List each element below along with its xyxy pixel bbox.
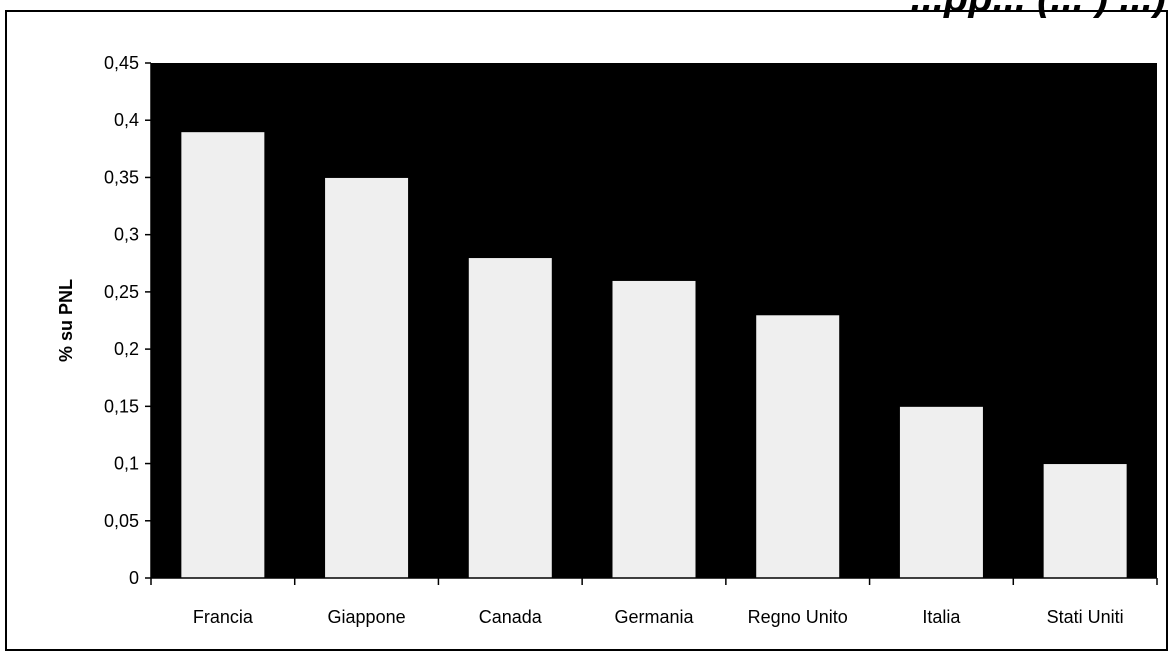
x-axis: Francia Giappone Canada Germania Regno Unito… (150, 577, 1158, 627)
y-tick-label: 0,45 (104, 53, 139, 73)
y-tick-label: 0,3 (114, 225, 139, 245)
bar-stati-uniti (1042, 463, 1128, 579)
bar-germania (611, 279, 697, 579)
bars-group (180, 131, 1128, 579)
chart-title: ...pp... (... ) ...) (0, 0, 1174, 18)
x-tick-label: Italia (922, 607, 961, 627)
x-tick-label: Regno Unito (748, 607, 848, 627)
y-tick-label: 0,35 (104, 167, 139, 187)
y-tick-label: 0,05 (104, 511, 139, 531)
bar-francia (180, 131, 266, 579)
y-axis-title: % su PNL (56, 279, 76, 362)
chart-frame (5, 10, 1168, 651)
y-tick-label: 0,15 (104, 396, 139, 416)
x-tick-label: Stati Uniti (1047, 607, 1124, 627)
bar-giappone (324, 176, 410, 579)
x-tick-label: Germania (614, 607, 694, 627)
bar-canada (467, 257, 553, 579)
y-tick-label: 0,1 (114, 454, 139, 474)
x-tick-label: Giappone (328, 607, 406, 627)
bar-italia (898, 405, 984, 579)
y-tick-label: 0 (129, 568, 139, 588)
x-tick-label: Canada (479, 607, 543, 627)
y-axis: 0 0,05 0,1 0,15 0,2 0,25 0,3 0,35 0,4 0,45 (104, 53, 152, 588)
x-tick-label: Francia (193, 607, 254, 627)
y-tick-label: 0,2 (114, 339, 139, 359)
bar-regno-unito (755, 314, 841, 579)
y-tick-label: 0,4 (114, 110, 139, 130)
y-tick-label: 0,25 (104, 282, 139, 302)
